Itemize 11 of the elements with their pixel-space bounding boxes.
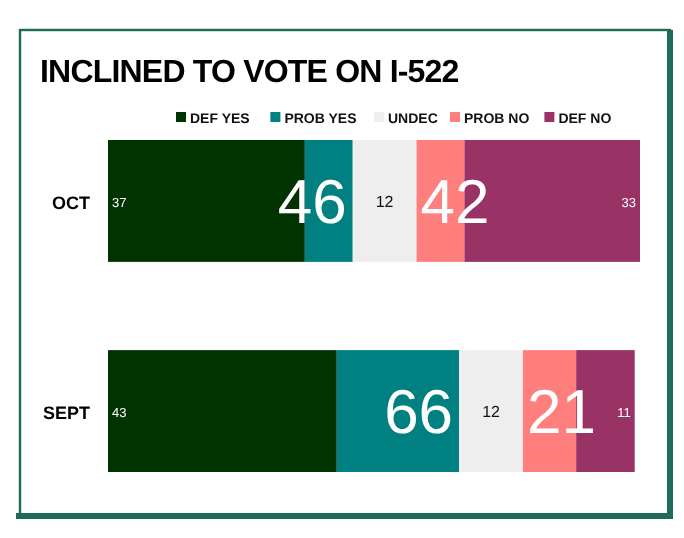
y-tick-label: SEPT [42,403,91,424]
data-label: 12 [375,192,395,211]
bar [459,350,523,472]
annotation: 66 [384,377,454,448]
y-tick-label: OCT [52,192,91,213]
chart-title: INCLINED TO VOTE ON I-522 [40,56,460,90]
bar [336,350,460,472]
bar [352,140,417,262]
annotation: 46 [277,166,347,237]
bar [108,350,337,472]
data-label: 12 [482,403,502,422]
